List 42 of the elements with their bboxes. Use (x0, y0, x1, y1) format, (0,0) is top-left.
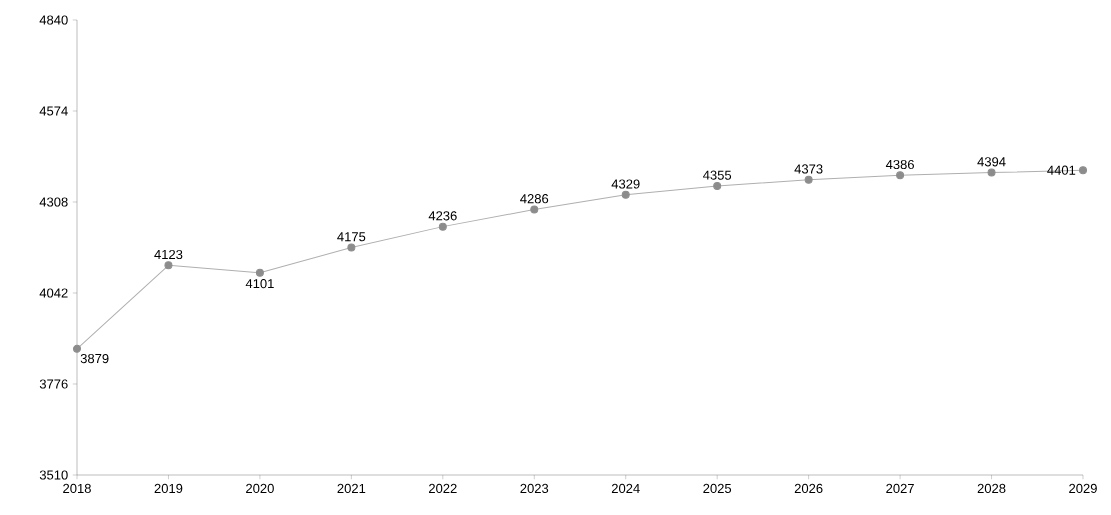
point (804, 175, 813, 184)
y-tick-label: 4042 (39, 288, 68, 298)
x-tick-label: 2023 (520, 483, 549, 493)
point (1079, 166, 1087, 175)
data-label: 4386 (885, 159, 914, 170)
data-label: 4101 (245, 279, 274, 289)
data-label: 4401 (1047, 165, 1076, 175)
x-tick-label: 2021 (337, 483, 366, 493)
x-tick-label: 2029 (1069, 483, 1097, 493)
data-label: 4286 (520, 194, 549, 204)
data-label: 4394 (977, 157, 1006, 167)
data-label: 4123 (154, 249, 183, 260)
point (896, 171, 905, 180)
data-label: 3879 (80, 353, 109, 364)
data-label: 4355 (703, 170, 732, 180)
point (255, 268, 264, 277)
point (438, 222, 447, 231)
y-tick-label: 3510 (39, 470, 68, 480)
y-tick-label: 3776 (39, 379, 68, 389)
point (347, 243, 356, 252)
x-tick-label: 2024 (611, 483, 640, 493)
y-tick-label: 4840 (39, 15, 68, 25)
x-tick-label: 2022 (429, 483, 457, 493)
x-tick-label: 2020 (246, 483, 274, 493)
point (713, 181, 722, 190)
x-tick-label: 2027 (886, 483, 914, 493)
data-label: 4373 (794, 164, 823, 174)
data-label: 4236 (428, 211, 457, 221)
data-label: 4329 (611, 179, 640, 189)
y-tick-label: 4308 (39, 197, 68, 207)
point (164, 261, 173, 270)
point (621, 190, 630, 199)
x-tick-label: 2019 (154, 483, 183, 493)
point (530, 205, 539, 214)
y-tick-label: 4574 (39, 106, 68, 116)
x-tick-label: 2025 (703, 483, 732, 493)
x-tick-label: 2028 (977, 483, 1006, 493)
x-tick-label: 2026 (794, 483, 823, 493)
data-label: 4175 (337, 232, 366, 242)
x-tick-label: 2018 (63, 483, 91, 493)
point (73, 344, 81, 353)
point (987, 168, 996, 177)
